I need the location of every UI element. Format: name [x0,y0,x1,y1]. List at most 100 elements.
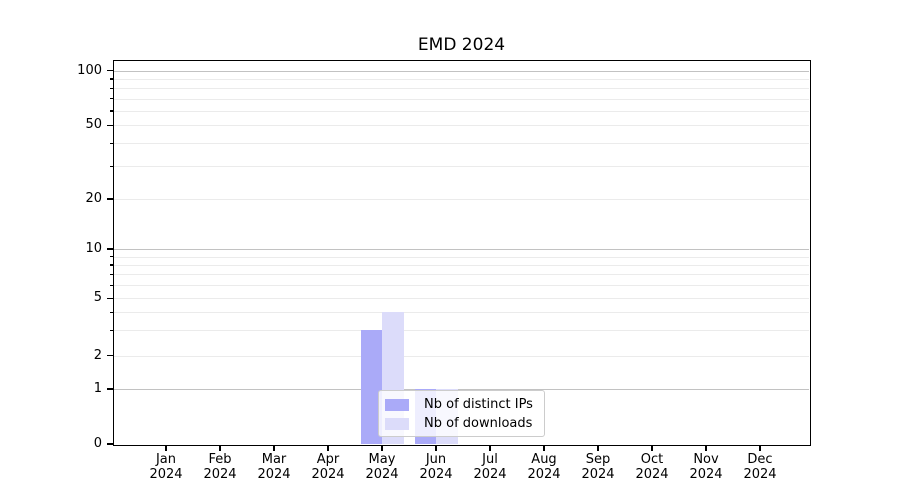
y-tick-mark-100 [106,70,114,72]
x-tick-year: 2024 [419,467,453,482]
gridline-y-70 [114,98,809,100]
x-tick-year: 2024 [743,467,777,482]
x-tick-mark-jun [435,445,437,451]
gridline-y-7 [114,274,809,276]
y-minor-tick-mark-4 [110,311,114,313]
x-tick-mark-apr [327,445,329,451]
gridline-y-100 [114,70,809,72]
x-tick-mark-dec [759,445,761,451]
x-tick-month: Dec [747,452,773,467]
x-tick-month: Jun [425,452,447,467]
y-minor-tick-mark-80 [110,87,114,89]
y-minor-tick-mark-8 [110,264,114,266]
y-tick-label-20: 20 [85,191,102,206]
x-tick-mark-jul [489,445,491,451]
x-tick-year: 2024 [257,467,291,482]
y-minor-tick-mark-40 [110,142,114,144]
gridline-y-5 [114,298,809,300]
legend-label-distinct-ips: Nb of distinct IPs [424,397,533,412]
gridline-y-6 [114,285,809,287]
gridline-y-20 [114,199,809,200]
x-tick-label-sep: Sep 2024 [568,452,628,482]
x-tick-year: 2024 [203,467,237,482]
y-tick-label-5: 5 [93,290,102,306]
x-tick-label-may: May 2024 [352,452,412,482]
x-tick-label-jun: Jun 2024 [406,452,466,482]
gridline-y-2 [114,355,809,357]
gridline-y-80 [114,88,809,90]
x-tick-mark-mar [273,445,275,451]
x-tick-label-oct: Oct 2024 [622,452,682,482]
y-tick-label-1: 1 [93,381,102,396]
y-tick-label-50: 50 [85,117,102,133]
x-tick-month: Sep [585,452,611,467]
x-tick-month: Apr [316,452,340,467]
gridline-y-10 [114,249,809,250]
gridline-y-1 [114,389,809,390]
y-minor-tick-mark-30 [110,165,114,168]
x-tick-month: Oct [640,452,664,467]
x-tick-mark-may [381,445,383,451]
y-tick-mark-10 [106,248,114,250]
x-tick-year: 2024 [473,467,507,482]
y-minor-tick-mark-90 [110,78,114,80]
x-tick-month: Feb [208,452,232,467]
y-tick-label-2: 2 [93,347,102,363]
x-tick-month: Aug [531,452,557,467]
x-tick-label-jul: Jul 2024 [460,452,520,482]
gridline-y-8 [114,264,809,266]
y-tick-mark-50 [106,124,114,126]
legend-swatch-distinct-ips [385,398,409,411]
x-tick-month: Jul [482,452,498,467]
x-tick-month: May [368,452,396,467]
gridline-y-90 [114,79,809,80]
legend-swatch-downloads [385,417,409,430]
x-tick-mark-oct [651,445,653,451]
x-tick-label-feb: Feb 2024 [190,452,250,482]
x-tick-mark-nov [705,445,707,451]
chart-title: EMD 2024 [417,35,506,55]
y-tick-label-0: 0 [93,436,102,451]
gridline-y-30 [114,166,809,168]
y-tick-label-100: 100 [77,62,102,78]
x-tick-month: Mar [261,452,287,467]
y-minor-tick-mark-60 [110,110,114,112]
y-tick-mark-20 [106,198,114,200]
gridline-y-40 [114,143,809,145]
gridline-y-50 [114,125,809,127]
y-tick-mark-0 [106,443,114,445]
x-tick-year: 2024 [635,467,669,482]
gridline-y-60 [114,110,809,112]
x-tick-month: Jan [155,452,177,467]
legend-item-downloads: Nb of downloads [385,414,544,433]
x-tick-label-aug: Aug 2024 [514,452,574,482]
y-tick-mark-1 [106,388,114,390]
x-tick-year: 2024 [149,467,183,482]
x-tick-mark-feb [219,445,221,451]
gridline-y-9 [114,256,809,258]
x-tick-mark-aug [543,445,545,451]
legend-label-downloads: Nb of downloads [424,416,533,431]
x-tick-label-dec: Dec 2024 [730,452,790,482]
y-tick-mark-5 [106,297,114,299]
plot-area: Nb of distinct IPs Nb of downloads [114,61,809,444]
x-tick-mark-sep [597,445,599,451]
y-minor-tick-mark-7 [110,273,114,276]
x-tick-label-nov: Nov 2024 [676,452,736,482]
y-minor-tick-mark-3 [110,329,114,331]
y-tick-label-10: 10 [85,241,102,256]
y-minor-tick-mark-6 [110,284,114,286]
y-minor-tick-mark-9 [110,255,114,258]
y-minor-tick-mark-70 [110,98,114,100]
x-tick-year: 2024 [581,467,615,482]
x-tick-label-jan: Jan 2024 [136,452,196,482]
y-tick-mark-2 [106,355,114,357]
x-tick-label-apr: Apr 2024 [298,452,358,482]
gridline-y-3 [114,330,809,332]
legend-item-distinct-ips: Nb of distinct IPs [385,395,544,414]
x-tick-year: 2024 [689,467,723,482]
x-tick-label-mar: Mar 2024 [244,452,304,482]
bar-nb-of-distinct-ips-may [360,330,382,444]
x-tick-year: 2024 [311,467,345,482]
